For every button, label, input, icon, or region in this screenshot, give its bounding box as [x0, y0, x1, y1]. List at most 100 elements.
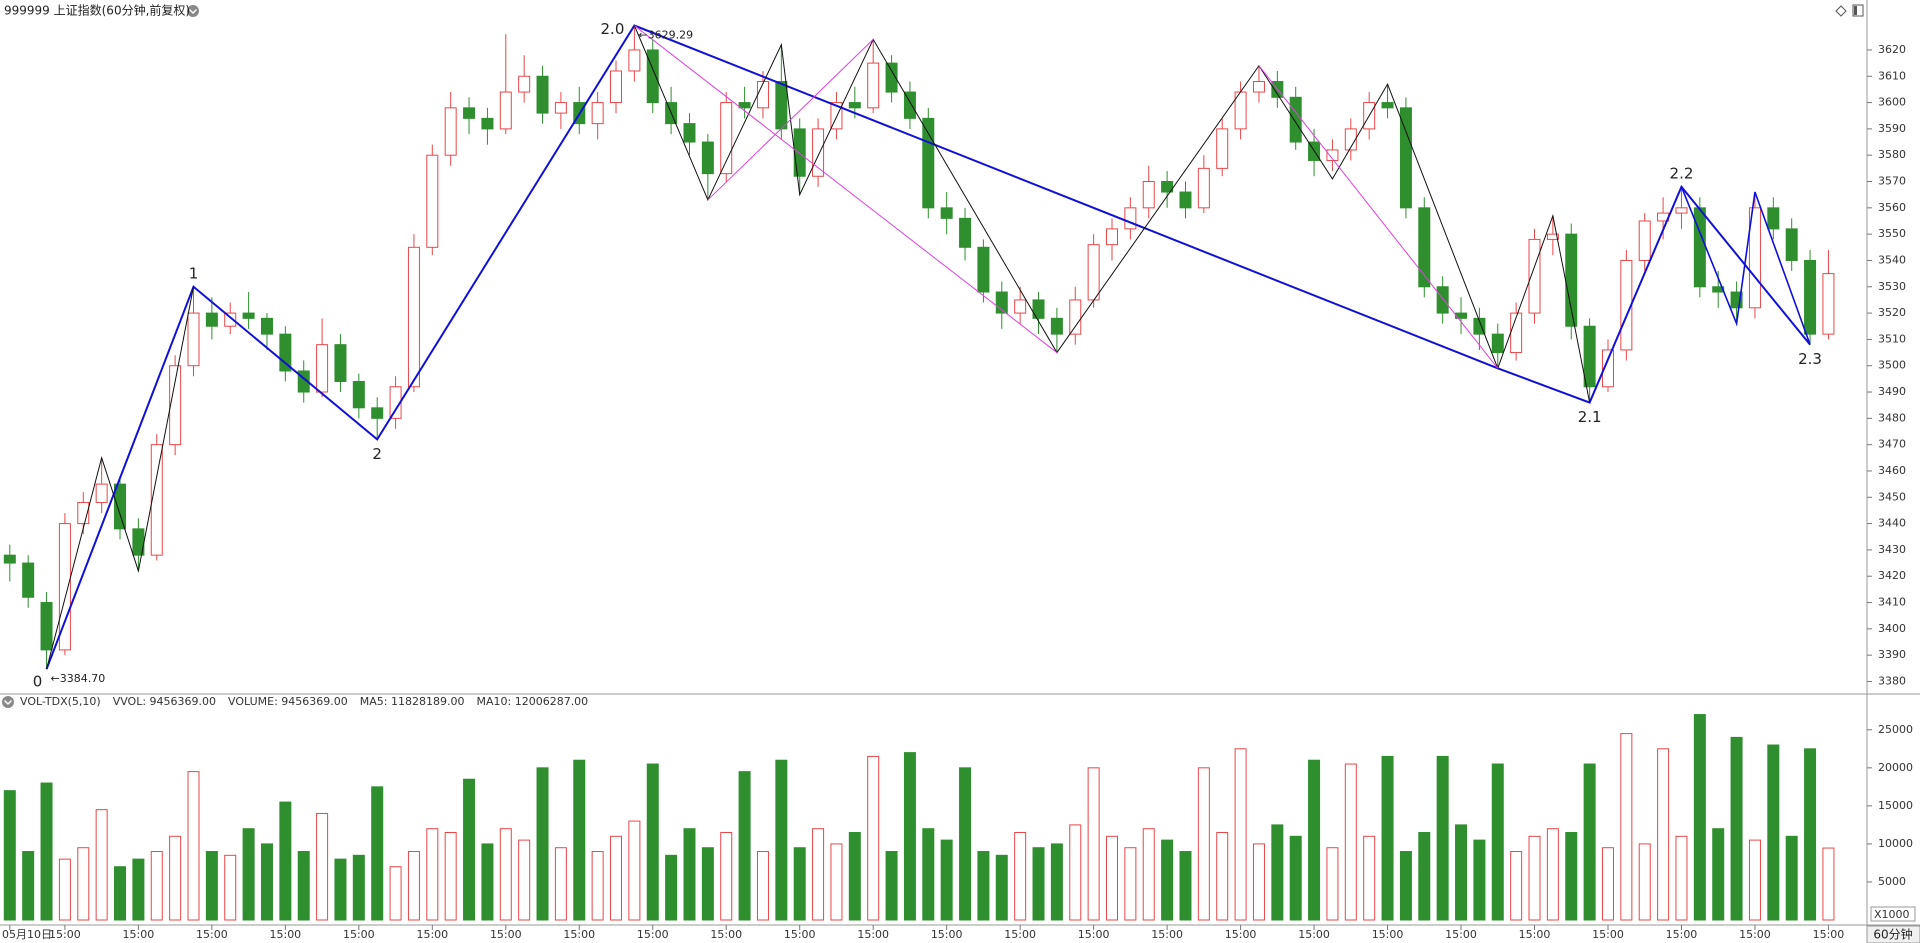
volume-bar — [1142, 828, 1155, 921]
candle-body — [279, 333, 292, 372]
candle-body — [1014, 299, 1027, 314]
diamond-icon[interactable] — [1835, 5, 1847, 17]
y-tick-label: 3480 — [1878, 411, 1906, 424]
x-tick-label: 15:00 — [637, 928, 669, 941]
candle-body — [1142, 181, 1155, 209]
y-tick-label: 3520 — [1878, 306, 1906, 319]
candle-body — [187, 312, 200, 367]
candle-body — [95, 483, 108, 504]
volume-bar — [1712, 828, 1725, 921]
period-button[interactable] — [1866, 925, 1920, 943]
y-tick-label: 3530 — [1878, 280, 1906, 293]
zigzag-line — [707, 39, 874, 201]
x-tick-label: 15:00 — [1225, 928, 1257, 941]
volume-bar — [959, 767, 972, 921]
y-tick-label: 3430 — [1878, 543, 1906, 556]
y-tick-label: 3380 — [1878, 674, 1906, 687]
volume-bar — [242, 828, 255, 921]
candle-body — [995, 291, 1008, 314]
x-tick-label: 15:00 — [343, 928, 375, 941]
annotation: 2.3 — [1798, 350, 1822, 368]
candle-body — [316, 344, 329, 393]
candle-body — [1032, 299, 1045, 319]
candle-body — [1106, 228, 1118, 246]
candle-body — [1473, 317, 1486, 335]
candle-body — [940, 207, 953, 219]
candle-body — [628, 49, 641, 72]
annotation: 2.1 — [1578, 408, 1602, 426]
volume-bar — [1344, 763, 1357, 921]
period-button-label[interactable]: 60分钟 — [1873, 927, 1912, 942]
candle-body — [77, 502, 90, 525]
volume-bar — [1161, 839, 1174, 921]
annotation: 2 — [372, 445, 382, 463]
candle-body — [1381, 102, 1394, 109]
volume-bar — [95, 809, 108, 921]
y-tick-label: 3500 — [1878, 359, 1906, 372]
volume-bar — [812, 828, 825, 921]
zigzag-line — [1680, 186, 1811, 345]
candle-body — [22, 562, 35, 598]
x-tick-label: 15:00 — [1151, 928, 1183, 941]
volume-bar — [1179, 851, 1192, 921]
volume-bar — [114, 866, 127, 921]
y-tick-label: 3540 — [1878, 253, 1906, 266]
vol-header: VOLUME: 9456369.00 — [228, 695, 348, 708]
volume-bar — [1583, 763, 1596, 921]
dropdown-icon[interactable] — [187, 5, 199, 17]
candle-body — [1197, 167, 1210, 209]
x-tick-label: 05月10日 — [2, 928, 52, 941]
candle-body — [1252, 81, 1265, 93]
candle-body — [1767, 207, 1780, 230]
panel-icon[interactable] — [1852, 4, 1864, 17]
x-tick-label: 15:00 — [49, 928, 81, 941]
candle-body — [683, 123, 696, 143]
volume-bar — [1087, 767, 1100, 921]
candle-body — [407, 246, 420, 388]
volume-bar — [646, 763, 659, 921]
candle-body — [1161, 181, 1174, 193]
y-tick-label: 3580 — [1878, 148, 1906, 161]
candle-body — [756, 81, 769, 109]
volume-bar — [3, 790, 16, 921]
x-tick-label: 15:00 — [1813, 928, 1845, 941]
candle-body — [885, 62, 898, 93]
volume-bar — [683, 828, 696, 921]
candle-body — [793, 128, 806, 177]
x-tick-label: 15:00 — [1298, 928, 1330, 941]
x-tick-label: 15:00 — [931, 928, 963, 941]
volume-bar — [150, 851, 163, 921]
volume-bar — [1601, 847, 1614, 921]
volume-bar — [426, 828, 439, 921]
vol-dropdown-icon[interactable] — [2, 696, 14, 708]
volume-bar — [1767, 744, 1780, 921]
candle-body — [1050, 317, 1063, 335]
y-tick-label: 3600 — [1878, 96, 1906, 109]
dropdown-arrow — [189, 9, 197, 14]
vol-y-tick-label: 15000 — [1878, 799, 1913, 812]
volume-bar — [610, 835, 623, 921]
volume-bar — [738, 771, 751, 921]
volume-bar — [573, 759, 586, 921]
x-tick-label: 15:00 — [416, 928, 448, 941]
volume-bar — [775, 759, 788, 921]
zigzag-line — [633, 25, 1591, 403]
volume-bar — [885, 851, 898, 921]
volume-bar — [1381, 755, 1394, 921]
volume-bar — [940, 839, 953, 921]
candle-body — [1216, 128, 1229, 169]
x-tick-label: 15:00 — [857, 928, 889, 941]
candle-body — [1675, 207, 1688, 214]
candle-body — [591, 102, 604, 125]
volume-bar — [1491, 763, 1504, 921]
candle-body — [830, 102, 843, 130]
candle-body — [1069, 299, 1082, 335]
y-tick-label: 3450 — [1878, 490, 1906, 503]
x-tick-label: 15:00 — [1004, 928, 1036, 941]
volume-bar — [22, 851, 35, 921]
candle-body — [334, 344, 347, 382]
volume-bar — [793, 847, 806, 921]
volume-bar — [903, 752, 916, 921]
volume-bar — [1657, 748, 1670, 921]
y-tick-label: 3560 — [1878, 201, 1906, 214]
